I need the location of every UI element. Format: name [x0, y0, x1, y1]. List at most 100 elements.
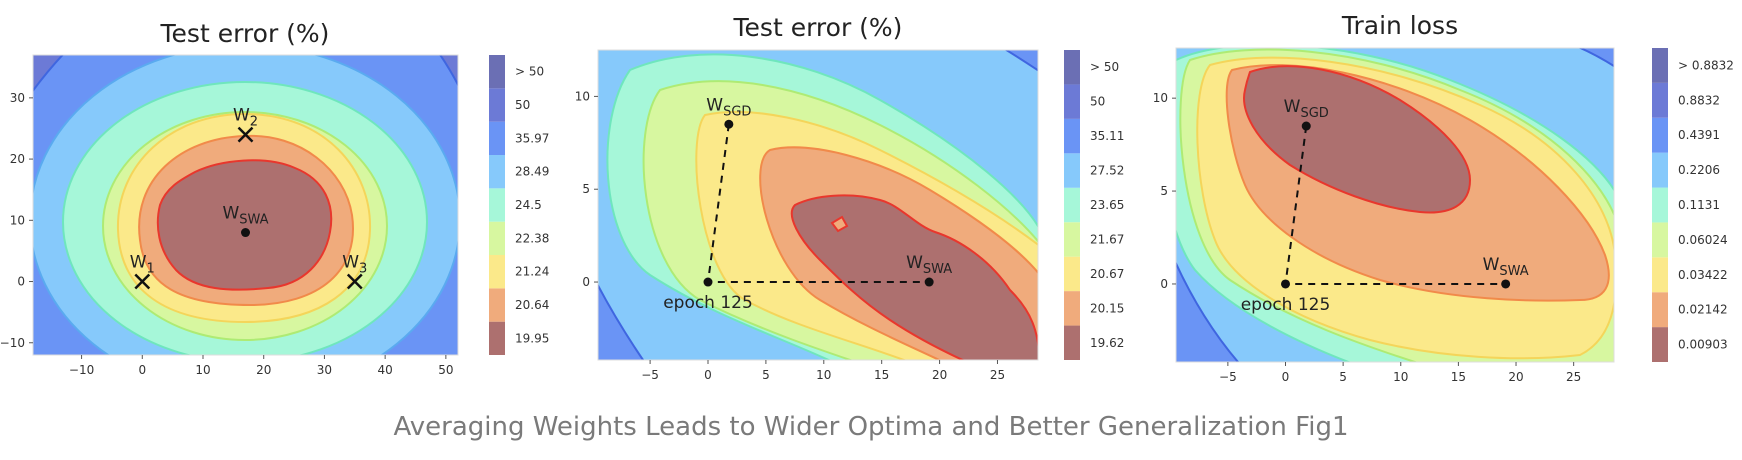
- panel-3-ytick-label: 0: [1160, 277, 1168, 291]
- panel-2-band-9-b: [1004, 50, 1038, 72]
- panel-2-marker-w-swa: [924, 277, 934, 287]
- panel-2-points: WSGD epoch 125 WSWA: [663, 95, 952, 313]
- panel-2-colorbar-label: 27.52: [1090, 164, 1124, 178]
- panel-3: Train loss −5 0 5 10 15 20 25 0 5 10 WSGD epoch 1…: [1153, 11, 1734, 384]
- panel-1-ytick-label: 30: [10, 91, 25, 105]
- panel-1-colorbar-label: 22.38: [515, 231, 549, 245]
- panel-2-colorbar-label: 19.62: [1090, 336, 1124, 350]
- panel-1-colorbar-segment: [489, 121, 505, 155]
- panel-3-band-2: [1243, 65, 1472, 214]
- panel-1-colorbar-label: > 50: [515, 65, 544, 79]
- panel-3-colorbar-segment: [1652, 152, 1668, 188]
- panel-1-ytick-label: −10: [0, 336, 25, 350]
- panel-2-label-w-swa: WSWA: [906, 253, 952, 277]
- panel-1-colorbar-segment: [489, 255, 505, 289]
- panel-2-xtick-label: 25: [990, 368, 1005, 382]
- panel-1-xtick-label: 30: [317, 363, 332, 377]
- panel-1-marker-w-2: [237, 126, 254, 143]
- panel-1-colorbar-label: 24.5: [515, 198, 542, 212]
- panel-1-xtick-label: 20: [256, 363, 271, 377]
- panel-3-colorbar-label: 0.03422: [1678, 268, 1728, 282]
- figure-caption: Averaging Weights Leads to Wider Optima …: [393, 412, 1349, 442]
- panel-2: Test error (%) −5 0 5 10 15 20 25 0 5 10 WSGD epo…: [575, 13, 1125, 382]
- panel-1-ytick-label: 20: [10, 152, 25, 166]
- panel-3-xtick-label: 15: [1451, 370, 1466, 384]
- figure: Test error (%) −10 0 10 20 30 40 50 −100102030…: [0, 11, 1734, 384]
- panel-1-marker-w-swa: [241, 228, 250, 238]
- panel-3-label-w-sgd: WSGD: [1284, 97, 1329, 121]
- panel-3-colorbar-segment: [1652, 82, 1668, 118]
- panel-1-colorbar-segment: [489, 88, 505, 122]
- panel-2-xtick-label: 10: [816, 368, 831, 382]
- panel-1-colorbar-label: 50: [515, 98, 530, 112]
- panel-2-title: Test error (%): [733, 13, 903, 42]
- panel-1-contours: [33, 55, 458, 355]
- panel-2-xtick-label: 5: [762, 368, 770, 382]
- panel-2-colorbar-segment: [1064, 291, 1080, 326]
- panel-1-points: W1 W2 W3 WSWA: [130, 106, 367, 290]
- panel-2-colorbar-label: > 50: [1090, 60, 1119, 74]
- panel-2-colorbar-segment: [1064, 118, 1080, 154]
- panel-2-frame: [597, 49, 1039, 361]
- panel-3-x-ticks: −5 0 5 10 15 20 25: [1219, 362, 1581, 384]
- panel-3-xtick-label: 10: [1393, 370, 1408, 384]
- panel-1-title: Test error (%): [160, 19, 330, 48]
- panel-2-label-epoch-125: epoch 125: [663, 293, 753, 313]
- panel-2-ytick-label: 0: [582, 275, 590, 289]
- panel-1-colorbar-label: 35.97: [515, 131, 549, 145]
- panel-1-band-2: [156, 159, 333, 291]
- panel-2-contours: [598, 50, 1038, 360]
- panel-3-colorbar-label: 0.06024: [1678, 233, 1728, 247]
- panel-3-marker-w-sgd: [1301, 121, 1311, 131]
- panel-1-label-w-2: W2: [233, 106, 258, 130]
- panel-1-colorbar-label: 28.49: [515, 165, 549, 179]
- panel-3-label-epoch-125: epoch 125: [1241, 295, 1331, 315]
- panel-2-colorbar-segment: [1064, 153, 1080, 188]
- panel-3-colorbar-segment: [1652, 257, 1668, 293]
- panel-1-colorbar-segment: [489, 221, 505, 255]
- panel-3-xtick-label: 20: [1508, 370, 1523, 384]
- panel-1-y-ticks: −10 0 10 20 30: [0, 91, 33, 350]
- panel-1-colorbar-segment: [489, 188, 505, 222]
- panel-1-colorbar-label: 19.95: [515, 331, 549, 345]
- panel-3-title: Train loss: [1341, 11, 1458, 40]
- panel-3-ytick-label: 10: [1153, 91, 1168, 105]
- panel-1: Test error (%) −10 0 10 20 30 40 50 −10 0 10 20 30…: [0, 19, 549, 377]
- panel-2-colorbar-label: 21.67: [1090, 232, 1124, 246]
- panel-3-marker-w-swa: [1501, 279, 1511, 289]
- panel-3-colorbar-segment: [1652, 117, 1668, 153]
- panel-2-label-w-sgd: WSGD: [706, 95, 751, 119]
- panel-3-colorbar: 0.00903 0.02142 0.03422 0.06024 0.1131 0.2206…: [1652, 48, 1734, 362]
- panel-2-colorbar-label: 20.67: [1090, 267, 1124, 281]
- panel-2-marker-epoch-125: [703, 277, 713, 287]
- panel-2-band-9-a: [598, 283, 645, 360]
- panel-2-band-2: [790, 194, 1038, 360]
- panel-3-xtick-label: 5: [1339, 370, 1347, 384]
- panel-1-colorbar: 19.95 20.64 21.24 22.38 24.5 28.49 35.97 50 > 50: [489, 55, 549, 355]
- panel-3-contours: [1176, 48, 1614, 362]
- panel-2-colorbar-segment: [1064, 256, 1080, 292]
- panel-2-xtick-label: −5: [641, 368, 659, 382]
- panel-2-band-3-island: [830, 215, 849, 233]
- panel-1-frame: [32, 54, 459, 356]
- panel-2-colorbar-label: 35.11: [1090, 129, 1124, 143]
- panel-2-colorbar-label: 23.65: [1090, 198, 1124, 212]
- panel-2-ytick-label: 10: [575, 89, 590, 103]
- panel-3-xtick-label: 25: [1566, 370, 1581, 384]
- panel-3-points: WSGD epoch 125 WSWA: [1241, 97, 1529, 315]
- panel-2-ytick-label: 5: [582, 182, 590, 196]
- panel-3-colorbar-label: 0.02142: [1678, 303, 1728, 317]
- panel-1-marker-w-3: [346, 273, 363, 290]
- panel-3-band-9-b: [1577, 48, 1614, 68]
- panel-2-xtick-label: 15: [874, 368, 889, 382]
- panel-3-colorbar-segment: [1652, 48, 1668, 83]
- panel-1-label-w-swa: WSWA: [222, 204, 268, 228]
- panel-3-colorbar-label: > 0.8832: [1678, 58, 1734, 72]
- panel-2-colorbar-label: 50: [1090, 95, 1105, 109]
- panel-2-y-ticks: 0 5 10: [575, 89, 598, 289]
- panel-3-colorbar-segment: [1652, 187, 1668, 223]
- panel-1-colorbar-label: 21.24: [515, 265, 549, 279]
- panel-3-colorbar-segment: [1652, 327, 1668, 362]
- panel-1-x-ticks: −10 0 10 20 30 40 50: [69, 355, 453, 377]
- panel-1-xtick-label: 0: [138, 363, 146, 377]
